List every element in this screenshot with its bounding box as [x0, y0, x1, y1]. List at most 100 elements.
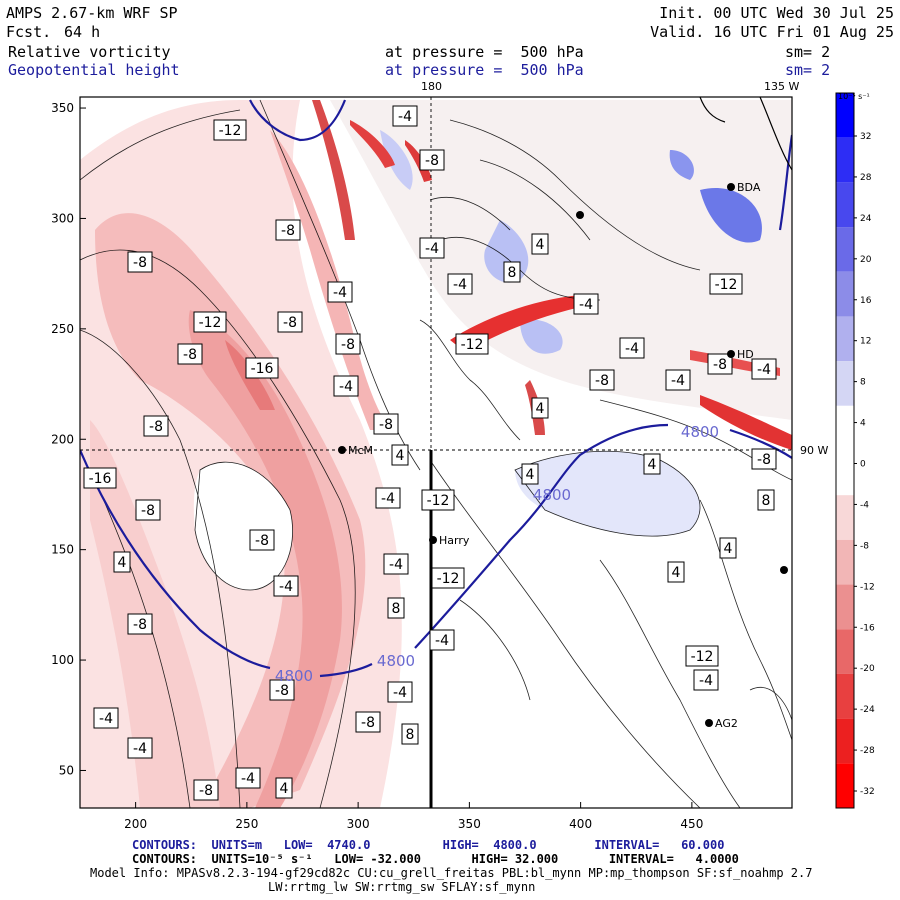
colorbar-label: 0: [860, 460, 866, 470]
vorticity-label: -4: [393, 685, 407, 701]
field2-smoothing: sm= 2: [785, 61, 831, 79]
vorticity-label-box: [249, 529, 275, 551]
height-contour-label: 4800: [377, 652, 415, 670]
vorticity-label: -12: [427, 493, 450, 509]
vorticity-label: -4: [425, 241, 439, 257]
vorticity-label-box: [751, 448, 777, 470]
vorticity-label-box: [455, 333, 489, 355]
x-tick-label: 400: [569, 817, 592, 831]
vorticity-label-box: [503, 261, 521, 283]
vorticity-label-box: [83, 467, 117, 489]
vorticity-label: -4: [453, 277, 467, 293]
vorticity-label-box: [573, 293, 599, 315]
y-tick-label: 250: [51, 322, 74, 336]
vorticity-label-box: [665, 369, 691, 391]
colorbar-label: -16: [860, 623, 875, 633]
vorticity-label: 4: [724, 541, 733, 557]
vorticity-label: -12: [219, 123, 242, 139]
x-tick-label: 450: [680, 817, 703, 831]
vorticity-label: -4: [398, 109, 412, 125]
height-contour-info: CONTOURS: UNITS=m LOW= 4740.0 HIGH= 4800…: [132, 838, 725, 852]
vorticity-label: -16: [251, 361, 274, 377]
colorbar-swatch: [836, 361, 854, 406]
vorticity-label-box: [273, 575, 299, 597]
vorticity-label-box: [531, 233, 549, 255]
vorticity-label: -8: [133, 255, 147, 271]
vorticity-label-box: [619, 337, 645, 359]
colorbar-swatch: [836, 316, 854, 362]
colorbar-swatch: [836, 495, 854, 540]
forecast-value: 64 h: [64, 23, 101, 41]
vorticity-label: -8: [275, 683, 289, 699]
vorticity-label-box: [327, 281, 353, 303]
colorbar-label: -32: [860, 787, 875, 797]
colorbar-label: 32: [860, 132, 871, 142]
vorticity-label-box: [245, 357, 279, 379]
model-title: AMPS 2.67-km WRF SP: [6, 4, 178, 22]
vorticity-label-box: [235, 767, 261, 789]
vorticity-label: -16: [89, 471, 112, 487]
vorticity-label: -8: [595, 373, 609, 389]
vorticity-label: -12: [199, 315, 222, 331]
valid-time: Valid. 16 UTC Fri 01 Aug 25: [650, 23, 894, 41]
vorticity-label: -12: [437, 571, 460, 587]
colorbar-swatch: [836, 539, 854, 585]
colorbar-label: 28: [860, 173, 872, 183]
vorticity-label: 8: [508, 265, 517, 281]
vorticity-label-box: [193, 779, 219, 801]
vorticity-label: -4: [133, 741, 147, 757]
station-markers: McM Harry AG2 BDA HD: [338, 181, 788, 730]
colorbar-label: 24: [860, 214, 872, 224]
vorticity-label-box: [275, 219, 301, 241]
colorbar-label: -4: [860, 500, 869, 510]
height-contour-label: 4800: [681, 423, 719, 441]
colorbar-swatch: [836, 405, 854, 451]
station-label: HD: [737, 348, 754, 361]
axis-ticks: 200 250 300 350 400 450 50 100 150 200 250 300 350: [51, 101, 703, 831]
field2-name: Geopotential height: [8, 61, 180, 79]
field1-name: Relative vorticity: [8, 43, 171, 61]
vorticity-label: -4: [333, 285, 347, 301]
vorticity-label-box: [177, 343, 203, 365]
height-contour-label: 4800: [275, 667, 313, 685]
vorticity-label-box: [429, 629, 455, 651]
station-dot: [705, 719, 713, 727]
vorticity-label-box: [127, 737, 153, 759]
vorticity-label-box: [355, 711, 381, 733]
vorticity-label-box: [277, 311, 303, 333]
vorticity-label-box: [431, 567, 465, 589]
vorticity-label: -4: [339, 379, 353, 395]
vorticity-label-box: [719, 537, 737, 559]
vorticity-label: 4: [396, 448, 405, 464]
vorticity-label-box: [383, 553, 409, 575]
vorticity-label-box: [391, 444, 409, 466]
y-tick-label: 50: [59, 763, 74, 777]
vorticity-label: -4: [757, 362, 771, 378]
colorbar-swatch: [836, 763, 854, 808]
vorticity-label: -8: [149, 419, 163, 435]
vorticity-label: 4: [526, 467, 535, 483]
shaded-field: [80, 97, 792, 808]
station-label: McM: [348, 444, 373, 457]
station-label: BDA: [737, 181, 761, 194]
vorticity-label: -8: [141, 503, 155, 519]
vorticity-label: -12: [461, 337, 484, 353]
vorticity-label: -4: [671, 373, 685, 389]
vorticity-label: -4: [699, 673, 713, 689]
vorticity-label: -8: [199, 783, 213, 799]
vorticity-label: -12: [715, 277, 738, 293]
height-contour-label: 4800: [533, 486, 571, 504]
vorticity-label-box: [392, 105, 418, 127]
vorticity-label: -4: [435, 633, 449, 649]
station-dot: [429, 536, 437, 544]
colorbar-swatch: [836, 93, 854, 138]
vorticity-label: -8: [281, 223, 295, 239]
vorticity-label-box: [113, 551, 131, 573]
vorticity-label: 8: [392, 601, 401, 617]
station-dot: [338, 446, 346, 454]
vorticity-label-box: [275, 777, 293, 799]
vorticity-label-box: [531, 397, 549, 419]
field1-level: at pressure = 500 hPa: [385, 43, 584, 61]
vorticity-label-box: [521, 463, 539, 485]
vorticity-label: -8: [379, 417, 393, 433]
